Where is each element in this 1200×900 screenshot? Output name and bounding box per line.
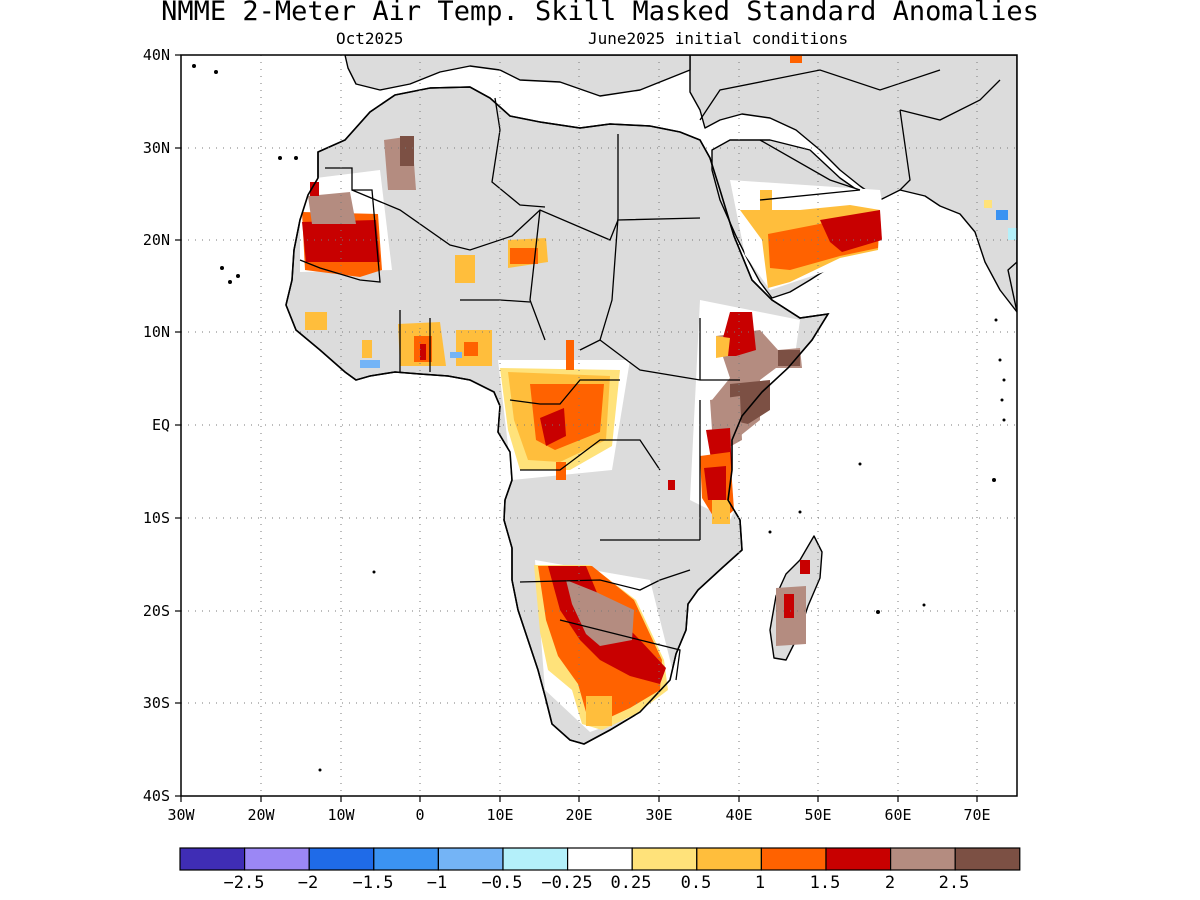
colorbar-swatch-7 xyxy=(631,847,698,871)
colorbar-label-0.5: 0.5 xyxy=(681,873,712,893)
colorbar-label-m1.5: −1.5 xyxy=(353,873,394,893)
colorbar-swatch-6 xyxy=(566,847,633,871)
colorbar-swatch-9 xyxy=(760,847,827,871)
colorbar xyxy=(179,847,1021,871)
colorbar-label-0.25: 0.25 xyxy=(611,873,652,893)
lon-label-70e: 70E xyxy=(963,806,990,824)
colorbar-swatch-5 xyxy=(502,847,569,871)
lon-label-40e: 40E xyxy=(725,806,752,824)
lat-label-eq: EQ xyxy=(152,416,170,434)
colorbar-label-1: 1 xyxy=(755,873,765,893)
lat-label-10s: 10S xyxy=(143,509,170,527)
colorbar-label-2: 2 xyxy=(885,873,895,893)
colorbar-swatch-12 xyxy=(954,847,1021,871)
lon-label-20w: 20W xyxy=(247,806,275,824)
map-title: NMME 2-Meter Air Temp. Skill Masked Stan… xyxy=(161,0,1039,27)
tick-marks xyxy=(175,54,978,802)
lat-label-40s: 40S xyxy=(143,787,170,805)
lon-labels: 30W 20W 10W 0 10E 20E 30E 40E 50E 60E 70… xyxy=(167,806,990,824)
colorbar-swatch-1 xyxy=(244,847,310,871)
coastlines xyxy=(285,86,830,745)
colorbar-label-m0.5: −0.5 xyxy=(482,873,523,893)
lat-label-20n: 20N xyxy=(143,231,170,249)
colorbar-label-m2: −2 xyxy=(298,873,318,893)
lon-label-30e: 30E xyxy=(645,806,672,824)
colorbar-swatch-10 xyxy=(825,847,892,871)
colorbar-label-2.5: 2.5 xyxy=(939,873,970,893)
colorbar-labels: −2.5 −2 −1.5 −1 −0.5 −0.25 0.25 0.5 1 1.… xyxy=(224,873,970,893)
colorbar-swatch-0 xyxy=(179,847,246,871)
colorbar-swatch-2 xyxy=(308,847,375,871)
map-area xyxy=(181,55,1017,796)
colorbar-label-1.5: 1.5 xyxy=(810,873,841,893)
colorbar-swatch-8 xyxy=(696,847,762,871)
colorbar-swatch-3 xyxy=(373,847,439,871)
lat-label-30s: 30S xyxy=(143,694,170,712)
country-borders xyxy=(299,69,1001,681)
colorbar-label-m2.5: −2.5 xyxy=(224,873,265,893)
lat-label-10n: 10N xyxy=(143,323,170,341)
target-month-label: Oct2025 xyxy=(336,29,404,48)
colorbar-swatch-11 xyxy=(889,847,956,871)
lon-label-30w: 30W xyxy=(167,806,195,824)
lon-label-60e: 60E xyxy=(884,806,911,824)
colorbar-label-m0.25: −0.25 xyxy=(541,873,592,893)
islands xyxy=(192,64,1006,772)
initial-conditions-label: June2025 initial conditions xyxy=(588,29,849,48)
lon-label-10e: 10E xyxy=(486,806,513,824)
lat-labels: 40N 30N 20N 10N EQ 10S 20S 30S 40S xyxy=(143,46,170,805)
lon-label-10w: 10W xyxy=(327,806,355,824)
lat-label-40n: 40N xyxy=(143,46,170,64)
lon-label-50e: 50E xyxy=(804,806,831,824)
colorbar-label-m1: −1 xyxy=(427,873,447,893)
lat-label-30n: 30N xyxy=(143,139,170,157)
lon-label-0: 0 xyxy=(415,806,424,824)
europe-landmass xyxy=(344,55,691,97)
lat-label-20s: 20S xyxy=(143,602,170,620)
colorbar-swatch-4 xyxy=(437,847,504,871)
anomaly-patches xyxy=(300,55,1017,732)
lon-label-20e: 20E xyxy=(565,806,592,824)
